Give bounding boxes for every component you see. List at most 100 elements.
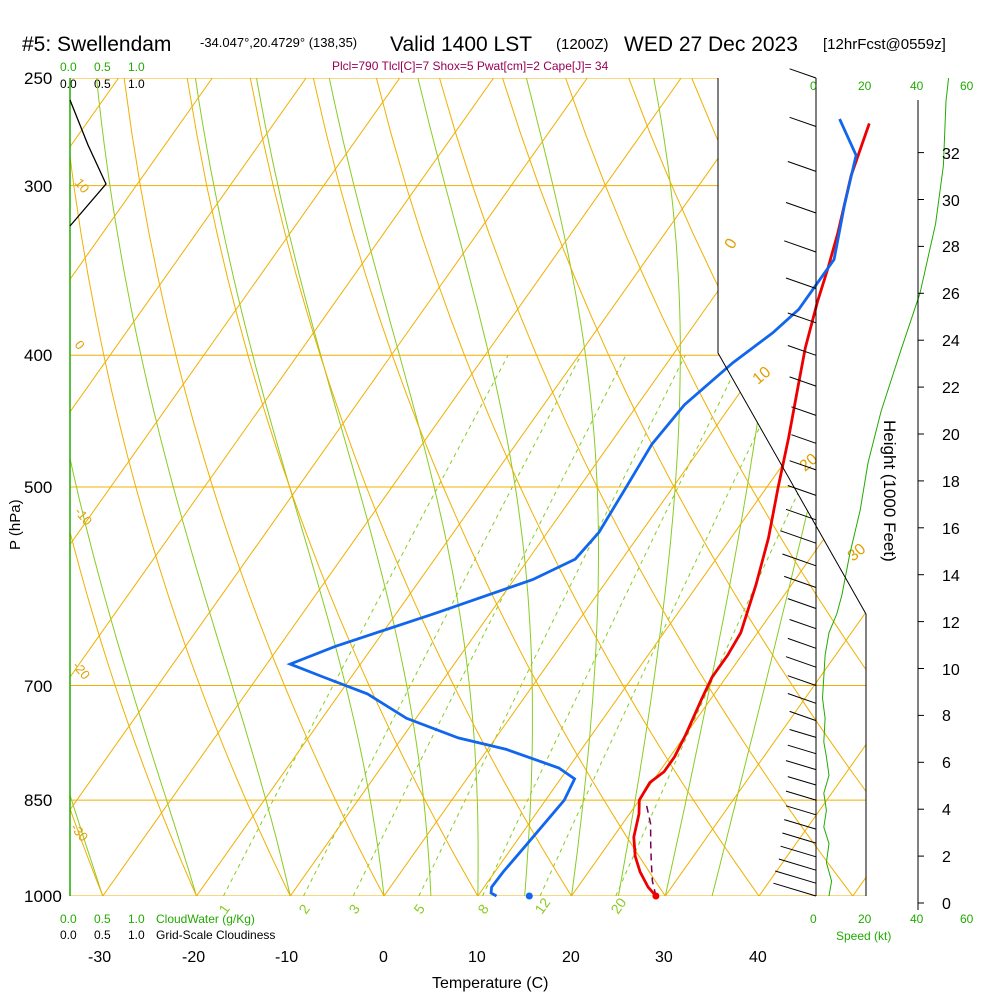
valid-time: Valid 1400 LST xyxy=(390,33,532,56)
bottom-cloud-water-scale: 0.0 0.5 1.0 CloudWater (g/Kg) xyxy=(60,912,255,926)
speed-scale: 0 20 40 60 Speed (kt) 0 20 40 60 xyxy=(810,79,974,943)
top-cl-0: 0.0 xyxy=(60,77,77,91)
x-tick-label: -20 xyxy=(182,949,205,966)
p-tick-label: 400 xyxy=(24,346,52,365)
dry-adiabat xyxy=(70,78,291,896)
wind-barb xyxy=(784,240,817,253)
moist-adiabat xyxy=(96,78,291,896)
dry-adiabat xyxy=(312,78,666,896)
wind-barb xyxy=(789,710,817,722)
wind-barb xyxy=(785,277,817,289)
wind-barb xyxy=(784,819,817,830)
cloudiness-profile xyxy=(69,99,107,227)
mixing-ratio-label: 20 xyxy=(607,895,629,917)
wind-barb xyxy=(778,858,817,871)
isotherm xyxy=(852,78,866,896)
x-tick-label: 0 xyxy=(379,949,388,966)
speed-tick-0: 0 xyxy=(810,912,817,926)
height-tick-label: 28 xyxy=(942,239,960,256)
wind-barb xyxy=(791,434,817,444)
speed-label: Speed (kt) xyxy=(836,929,891,943)
wind-barb xyxy=(780,530,817,544)
moist-adiabat-label: 0 xyxy=(72,337,88,352)
isotherm xyxy=(70,78,213,896)
mixing-ratio-line xyxy=(303,355,582,896)
forecast-date: WED 27 Dec 2023 xyxy=(624,33,798,56)
p-tick-label: 500 xyxy=(24,478,52,497)
wind-barb xyxy=(787,598,817,609)
wind-barb xyxy=(787,675,817,686)
mixing-ratio-label: 2 xyxy=(295,901,313,917)
dry-adiabat xyxy=(70,78,104,896)
bottom-cl-2: 1.0 xyxy=(128,928,145,942)
mixing-ratio-line xyxy=(615,355,863,896)
height-tick-label: 30 xyxy=(942,193,960,210)
y2-axis-title: Height (1000 Feet) xyxy=(880,420,899,562)
speed-top-40: 40 xyxy=(910,79,924,93)
top-cl-2: 1.0 xyxy=(128,77,145,91)
wind-barb xyxy=(787,161,817,172)
height-tick-label: 16 xyxy=(942,521,960,538)
plot-frame-right xyxy=(717,78,867,896)
wind-barb xyxy=(789,460,817,471)
wind-barb xyxy=(785,656,817,668)
height-tick-label: 22 xyxy=(942,380,960,397)
parcel-line xyxy=(645,803,657,897)
speed-top-60: 60 xyxy=(960,79,974,93)
height-tick-label: 10 xyxy=(942,662,960,679)
height-tick-label: 6 xyxy=(942,755,951,772)
height-tick-label: 24 xyxy=(942,333,960,350)
p-tick-label: 1000 xyxy=(24,887,62,906)
wind-barb xyxy=(773,882,817,897)
temperature-line xyxy=(632,122,871,897)
wind-barb xyxy=(782,553,817,567)
plot-profiles xyxy=(286,77,950,900)
bottom-cw-label: CloudWater (g/Kg) xyxy=(156,912,255,926)
wind-barb xyxy=(787,345,817,356)
moist-adiabat xyxy=(328,78,479,896)
speed-top-20: 20 xyxy=(858,79,872,93)
dry-adiabat-label: 10 xyxy=(750,364,775,389)
mixing-ratio-line xyxy=(539,355,795,896)
mixing-ratio-line xyxy=(222,355,509,896)
forecast-run: [12hrFcst@0559z] xyxy=(823,36,946,53)
utc-time: (1200Z) xyxy=(556,36,609,53)
wind-barb xyxy=(787,693,817,704)
moist-adiabat-label: -10 xyxy=(72,504,96,528)
axes: -30 -20 -10 0 10 20 30 402503004005007008501000… xyxy=(24,69,960,966)
indices-line: Plcl=790 Tlcl[C]=7 Shox=5 Pwat[cm]=2 Cap… xyxy=(332,59,609,73)
height-tick-label: 2 xyxy=(942,849,951,866)
surface-dewpoint-dot xyxy=(525,892,533,900)
top-cloudiness-scale: 0.0 0.5 1.0 xyxy=(60,77,145,91)
height-profile-line xyxy=(821,77,950,897)
speed-tick-60: 60 xyxy=(960,912,974,926)
wind-barb xyxy=(789,376,817,387)
height-tick-label: 12 xyxy=(942,615,960,632)
dry-adiabat xyxy=(439,78,854,896)
dewpoint-line xyxy=(286,118,858,898)
moist-adiabat-label: -30 xyxy=(68,820,92,844)
grid-clip xyxy=(0,78,866,896)
p-tick-label: 850 xyxy=(24,791,52,810)
wind-barb xyxy=(787,637,817,649)
dry-adiabat xyxy=(186,78,479,896)
mixing-ratio-label: 8 xyxy=(474,901,492,917)
dry-adiabat-label: 0 xyxy=(722,236,741,252)
wind-barbs xyxy=(773,68,817,897)
wind-barb xyxy=(791,406,817,416)
top-cw-2: 1.0 xyxy=(128,60,145,74)
height-tick-label: 4 xyxy=(942,802,951,819)
height-tick-label: 14 xyxy=(942,568,960,585)
wind-barb xyxy=(775,870,817,884)
moist-adiabat xyxy=(617,78,681,896)
station-title: #5: Swellendam xyxy=(22,33,171,56)
surface-temperature-dot xyxy=(652,892,660,900)
mixing-ratio-label: 12 xyxy=(531,895,553,917)
dry-adiabat-label: 20 xyxy=(797,451,822,476)
dry-adiabat xyxy=(123,78,385,896)
dry-adiabat xyxy=(0,78,9,896)
moist-adiabat-label: -20 xyxy=(70,658,94,682)
wind-barb xyxy=(785,508,817,521)
